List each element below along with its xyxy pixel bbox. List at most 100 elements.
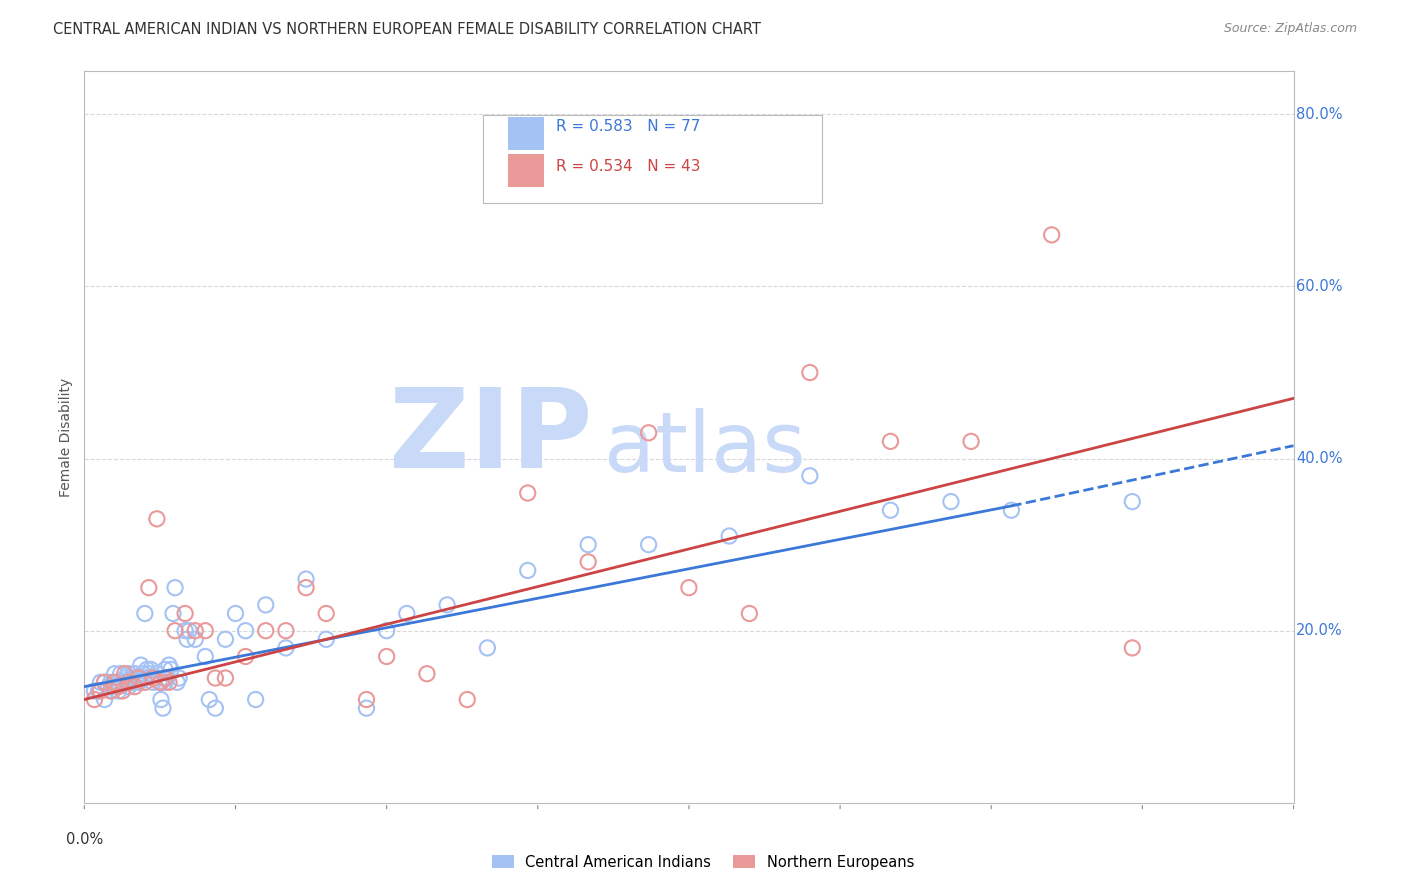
Point xyxy=(110,666,132,681)
Point xyxy=(107,675,129,690)
Text: 0.0%: 0.0% xyxy=(66,832,103,847)
Point xyxy=(799,468,821,483)
Point xyxy=(194,624,217,638)
Point xyxy=(184,632,207,647)
Y-axis label: Female Disability: Female Disability xyxy=(59,377,73,497)
Point xyxy=(179,624,201,638)
Text: ZIP: ZIP xyxy=(389,384,592,491)
Point xyxy=(134,675,156,690)
Point xyxy=(97,680,120,694)
Point xyxy=(356,701,378,715)
Point xyxy=(204,701,226,715)
Point xyxy=(254,624,277,638)
Point xyxy=(416,666,439,681)
Text: R = 0.534   N = 43: R = 0.534 N = 43 xyxy=(555,159,700,174)
Legend: Central American Indians, Northern Europeans: Central American Indians, Northern Europ… xyxy=(486,849,920,876)
Point xyxy=(939,494,962,508)
Point xyxy=(142,675,165,690)
Point xyxy=(115,675,138,690)
Point xyxy=(157,675,180,690)
Point xyxy=(678,581,700,595)
Point xyxy=(104,666,127,681)
Text: CENTRAL AMERICAN INDIAN VS NORTHERN EUROPEAN FEMALE DISABILITY CORRELATION CHART: CENTRAL AMERICAN INDIAN VS NORTHERN EURO… xyxy=(53,22,761,37)
Point xyxy=(129,658,152,673)
Point xyxy=(121,675,143,690)
Point xyxy=(295,581,318,595)
Point xyxy=(960,434,983,449)
Point xyxy=(879,434,901,449)
Point xyxy=(124,680,146,694)
Point xyxy=(149,692,172,706)
Point xyxy=(93,692,115,706)
Point xyxy=(395,607,418,621)
Point xyxy=(104,675,127,690)
Point xyxy=(100,684,122,698)
Point xyxy=(637,538,659,552)
Point xyxy=(89,675,111,690)
Point xyxy=(214,671,236,685)
Point xyxy=(134,671,156,685)
Point xyxy=(295,572,318,586)
Point xyxy=(104,675,127,690)
Text: Source: ZipAtlas.com: Source: ZipAtlas.com xyxy=(1223,22,1357,36)
Point xyxy=(118,666,141,681)
Point xyxy=(128,675,150,690)
Point xyxy=(274,624,297,638)
Point xyxy=(375,624,398,638)
Point xyxy=(315,607,337,621)
Point xyxy=(799,366,821,380)
Point xyxy=(879,503,901,517)
Point xyxy=(120,671,142,685)
FancyBboxPatch shape xyxy=(484,115,823,203)
Point xyxy=(107,680,129,694)
Point xyxy=(83,684,105,698)
Text: R = 0.583   N = 77: R = 0.583 N = 77 xyxy=(555,119,700,134)
Point xyxy=(143,671,166,685)
Point xyxy=(135,662,157,676)
Text: 60.0%: 60.0% xyxy=(1296,279,1343,294)
Point xyxy=(165,581,187,595)
Point xyxy=(225,607,247,621)
Point xyxy=(124,666,146,681)
Text: 80.0%: 80.0% xyxy=(1296,107,1343,122)
Point xyxy=(118,680,141,694)
Point xyxy=(174,607,197,621)
Point xyxy=(128,671,150,685)
Point xyxy=(129,671,152,685)
Point xyxy=(576,555,599,569)
Point xyxy=(153,662,176,676)
Point xyxy=(167,671,190,685)
Point xyxy=(87,684,110,698)
Point xyxy=(157,658,180,673)
Point xyxy=(235,624,257,638)
Point xyxy=(1121,640,1143,655)
Point xyxy=(149,675,172,690)
Point xyxy=(718,529,741,543)
Point xyxy=(93,675,115,690)
Point xyxy=(146,666,169,681)
Point xyxy=(194,649,217,664)
Point xyxy=(89,684,111,698)
Point xyxy=(214,632,236,647)
Point xyxy=(315,632,337,647)
Point xyxy=(101,684,124,698)
Bar xyxy=(508,153,544,186)
Point xyxy=(111,684,134,698)
Point xyxy=(114,671,136,685)
Point xyxy=(274,640,297,655)
Point xyxy=(254,598,277,612)
Point xyxy=(93,675,115,690)
Point xyxy=(576,538,599,552)
Text: atlas: atlas xyxy=(605,408,806,489)
Point xyxy=(166,675,188,690)
Point xyxy=(174,624,197,638)
Point xyxy=(153,671,176,685)
Point xyxy=(235,649,257,664)
Point xyxy=(132,666,155,681)
Point xyxy=(738,607,761,621)
Point xyxy=(1121,494,1143,508)
Point xyxy=(153,675,176,690)
Point xyxy=(184,624,207,638)
Point xyxy=(146,512,169,526)
Point xyxy=(1040,227,1063,242)
